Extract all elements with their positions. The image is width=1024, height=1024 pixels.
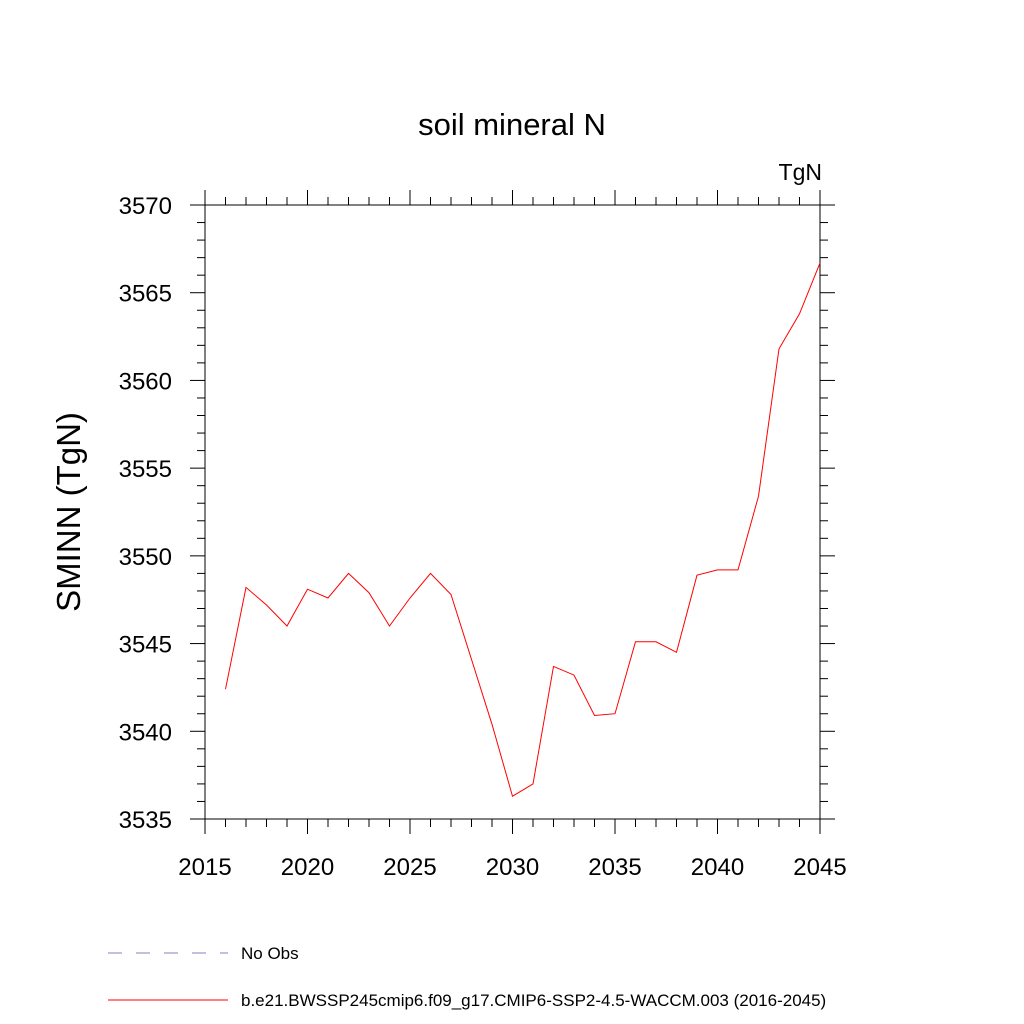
minor-ticks [197,197,828,827]
data-point [225,689,226,690]
data-point [778,348,779,349]
series-group [225,262,821,797]
data-point [594,715,595,716]
data-point [368,592,369,593]
data-point [450,594,451,595]
chart-title: soil mineral N [418,107,606,142]
data-point [307,589,308,590]
data-point [799,313,800,314]
y-tick-label: 3560 [119,368,172,395]
y-tick-label: 3565 [119,281,172,308]
data-point [348,573,349,574]
data-point [573,675,574,676]
data-point [737,569,738,570]
data-point [286,625,287,626]
legend: No Obs b.e21.BWSSP245cmip6.f09_g17.CMIP6… [108,944,826,1010]
data-point [512,796,513,797]
data-point [491,724,492,725]
data-point [266,604,267,605]
data-point [553,666,554,667]
y-tick-label: 3545 [119,632,172,659]
y-tick-label: 3540 [119,719,172,746]
x-tick-label: 2020 [281,854,334,881]
data-point [327,597,328,598]
data-point [758,496,759,497]
data-point [409,597,410,598]
x-tick-label: 2030 [486,854,539,881]
y-tick-label: 3555 [119,456,172,483]
x-tick-label: 2025 [383,854,436,881]
data-point [614,713,615,714]
data-point [655,641,656,642]
data-point [430,573,431,574]
y-tick-label: 3535 [119,807,172,834]
data-point [389,625,390,626]
x-tick-label: 2015 [178,854,231,881]
x-tick-label: 2035 [588,854,641,881]
data-point [696,575,697,576]
y-axis-label: SMINN (TgN) [50,412,87,612]
data-point [676,652,677,653]
data-point [717,569,718,570]
data-point [532,783,533,784]
series-line-0 [225,262,821,797]
x-tick-label: 2045 [793,854,846,881]
legend-label-no-obs: No Obs [241,944,299,963]
data-point [819,262,820,263]
units-label: TgN [779,159,822,185]
y-tick-labels: 3535 3540 3545 3550 3555 3560 3565 3570 [119,193,172,834]
x-tick-label: 2040 [691,854,744,881]
major-ticks [190,190,835,834]
plot-frame [204,204,821,820]
y-tick-label: 3550 [119,544,172,571]
legend-label-model-run: b.e21.BWSSP245cmip6.f09_g17.CMIP6-SSP2-4… [241,991,826,1010]
data-point [245,587,246,588]
data-point [635,641,636,642]
y-tick-label: 3570 [119,193,172,220]
x-tick-labels: 2015 2020 2025 2030 2035 2040 2045 [178,854,846,881]
data-point [471,659,472,660]
